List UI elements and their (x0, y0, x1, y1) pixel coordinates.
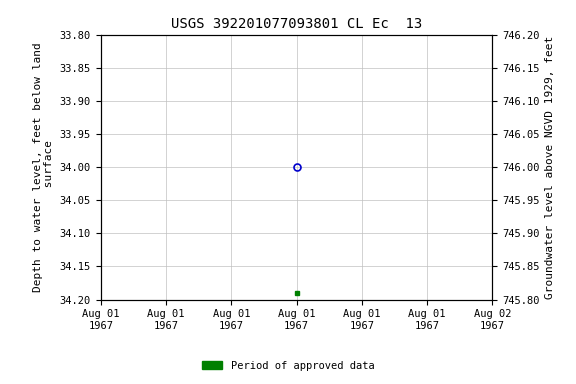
Y-axis label: Groundwater level above NGVD 1929, feet: Groundwater level above NGVD 1929, feet (545, 35, 555, 299)
Title: USGS 392201077093801 CL Ec  13: USGS 392201077093801 CL Ec 13 (171, 17, 422, 31)
Legend: Period of approved data: Period of approved data (198, 357, 378, 375)
Y-axis label: Depth to water level, feet below land
 surface: Depth to water level, feet below land su… (33, 42, 54, 292)
